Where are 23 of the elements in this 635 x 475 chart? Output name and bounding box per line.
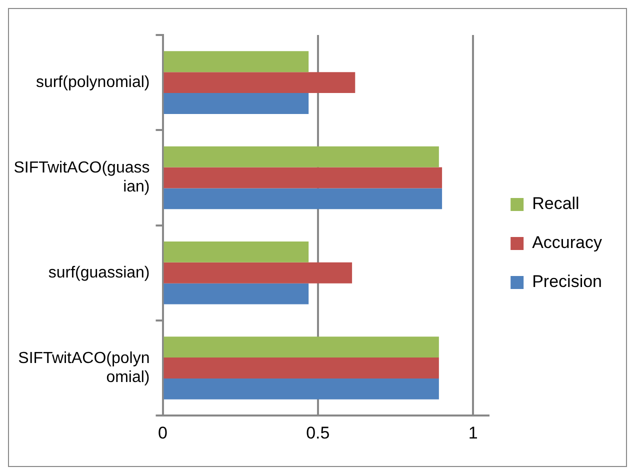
- y-tick-label: surf(polynomial): [36, 74, 150, 91]
- bar: [164, 146, 439, 168]
- bar: [164, 93, 309, 114]
- x-tick-label: 0.5: [306, 423, 330, 442]
- bar: [164, 167, 442, 188]
- bar: [164, 358, 439, 378]
- legend-label: Precision: [532, 272, 602, 292]
- bar: [164, 336, 439, 358]
- y-tick-label: SIFTwitACO(polynomial): [18, 350, 150, 386]
- x-tick-label: 1: [468, 423, 478, 442]
- bar: [164, 241, 309, 262]
- bar: [164, 51, 309, 72]
- bar: [164, 283, 309, 304]
- legend-label: Accuracy: [532, 233, 602, 252]
- y-tick-label: surf(guassian): [48, 264, 150, 282]
- bar: [164, 72, 356, 94]
- bar: [164, 378, 439, 400]
- chart-frame: Recall Accuracy Precision 0 0.5 1 surf(polynomial) SIFTwitACO(guassian) surf(guassian) SIFTwitACO(polynomial): [8, 8, 627, 467]
- legend-label: Recall: [532, 194, 580, 214]
- x-tick-label: 0: [158, 423, 168, 442]
- y-tick-label: SIFTwitACO(guassian): [14, 160, 150, 196]
- bar: [164, 262, 352, 284]
- bar: [164, 188, 442, 210]
